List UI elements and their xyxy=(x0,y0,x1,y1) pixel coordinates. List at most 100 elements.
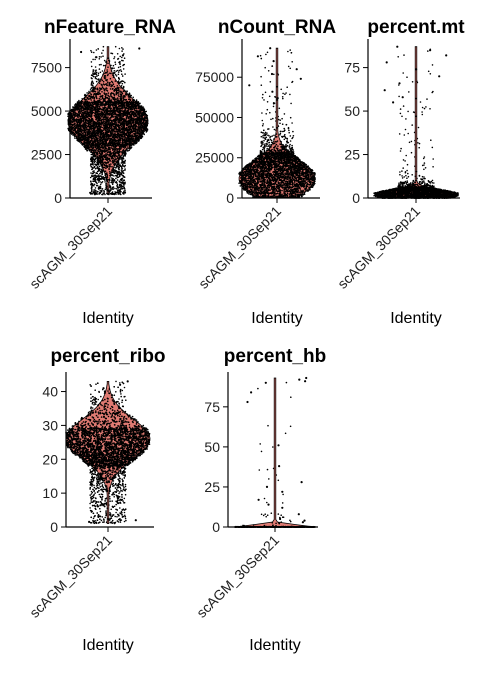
jitter-point xyxy=(93,180,95,183)
jitter-point xyxy=(119,98,121,100)
jitter-point xyxy=(119,65,122,68)
jitter-point xyxy=(103,143,106,146)
jitter-point xyxy=(70,128,73,131)
jitter-point xyxy=(94,66,97,68)
jitter-point xyxy=(117,80,120,82)
jitter-point xyxy=(101,171,103,174)
jitter-point xyxy=(113,169,115,171)
jitter-point xyxy=(119,90,122,93)
jitter-point xyxy=(82,125,84,128)
jitter-point xyxy=(95,164,97,166)
jitter-point xyxy=(107,130,109,133)
jitter-point xyxy=(121,141,124,144)
jitter-point xyxy=(97,91,99,93)
jitter-point xyxy=(95,49,98,51)
jitter-point xyxy=(133,124,135,126)
jitter-point xyxy=(123,131,126,134)
jitter-point xyxy=(110,119,113,122)
jitter-point xyxy=(91,193,94,195)
jitter-point xyxy=(110,171,112,174)
jitter-point xyxy=(113,171,115,173)
jitter-point xyxy=(108,82,111,84)
jitter-point xyxy=(107,148,109,150)
jitter-point xyxy=(135,99,138,101)
jitter-point xyxy=(97,146,100,148)
jitter-point xyxy=(96,178,99,181)
jitter-point xyxy=(116,179,119,181)
jitter-point xyxy=(124,98,126,101)
jitter-point xyxy=(130,110,132,113)
jitter-point xyxy=(116,176,119,179)
jitter-point xyxy=(112,87,114,90)
jitter-point xyxy=(86,133,88,135)
jitter-point xyxy=(110,93,112,95)
jitter-point xyxy=(145,131,148,133)
jitter-point xyxy=(77,116,79,119)
jitter-point xyxy=(75,126,78,128)
jitter-point xyxy=(128,96,130,99)
jitter-point xyxy=(95,96,98,98)
jitter-point xyxy=(100,113,102,115)
jitter-point xyxy=(131,134,134,136)
jitter-point xyxy=(122,122,125,125)
jitter-point xyxy=(109,189,111,191)
jitter-point xyxy=(94,135,96,137)
jitter-point xyxy=(130,139,132,142)
jitter-point xyxy=(104,193,106,196)
jitter-point xyxy=(124,113,126,116)
jitter-point xyxy=(128,106,130,109)
jitter-point xyxy=(72,108,75,111)
jitter-point xyxy=(95,132,98,134)
jitter-point xyxy=(105,101,107,104)
jitter-point xyxy=(86,97,89,99)
jitter-point xyxy=(115,188,118,190)
jitter-point xyxy=(87,92,90,94)
jitter-point xyxy=(138,118,141,121)
jitter-point xyxy=(113,122,116,124)
jitter-point xyxy=(105,61,108,63)
panel-title: nFeature_RNA xyxy=(44,17,176,38)
jitter-point xyxy=(71,124,74,127)
jitter-point xyxy=(121,50,123,52)
jitter-point xyxy=(95,110,98,113)
jitter-point xyxy=(77,127,79,130)
jitter-point xyxy=(116,86,119,89)
jitter-point xyxy=(132,125,135,128)
jitter-point xyxy=(106,132,108,135)
jitter-point xyxy=(95,189,97,192)
jitter-point xyxy=(94,167,97,170)
jitter-point xyxy=(110,107,112,110)
jitter-point xyxy=(116,182,118,184)
jitter-point xyxy=(104,146,107,149)
jitter-point xyxy=(83,96,86,99)
jitter-point xyxy=(121,92,124,95)
jitter-point xyxy=(117,157,119,160)
jitter-point xyxy=(98,165,101,168)
jitter-point xyxy=(88,144,90,146)
jitter-point xyxy=(121,82,124,85)
jitter-point xyxy=(134,114,137,116)
jitter-point xyxy=(109,130,112,133)
jitter-point xyxy=(105,141,107,143)
jitter-point xyxy=(94,116,97,119)
jitter-point xyxy=(120,151,123,153)
jitter-point xyxy=(104,100,106,102)
jitter-point xyxy=(125,117,128,120)
jitter-point xyxy=(122,68,125,70)
jitter-point xyxy=(89,89,92,91)
jitter-point xyxy=(118,110,121,112)
jitter-point xyxy=(100,133,102,135)
jitter-point xyxy=(99,126,101,128)
jitter-point xyxy=(104,64,107,67)
jitter-point xyxy=(110,163,112,165)
jitter-point xyxy=(123,150,126,153)
jitter-point xyxy=(134,132,137,135)
jitter-point xyxy=(139,120,141,123)
jitter-point xyxy=(109,174,111,177)
jitter-point xyxy=(124,145,127,148)
jitter-point xyxy=(146,117,149,119)
jitter-point xyxy=(113,56,116,58)
jitter-point xyxy=(101,189,103,192)
jitter-point xyxy=(92,172,94,174)
jitter-point xyxy=(114,160,116,163)
